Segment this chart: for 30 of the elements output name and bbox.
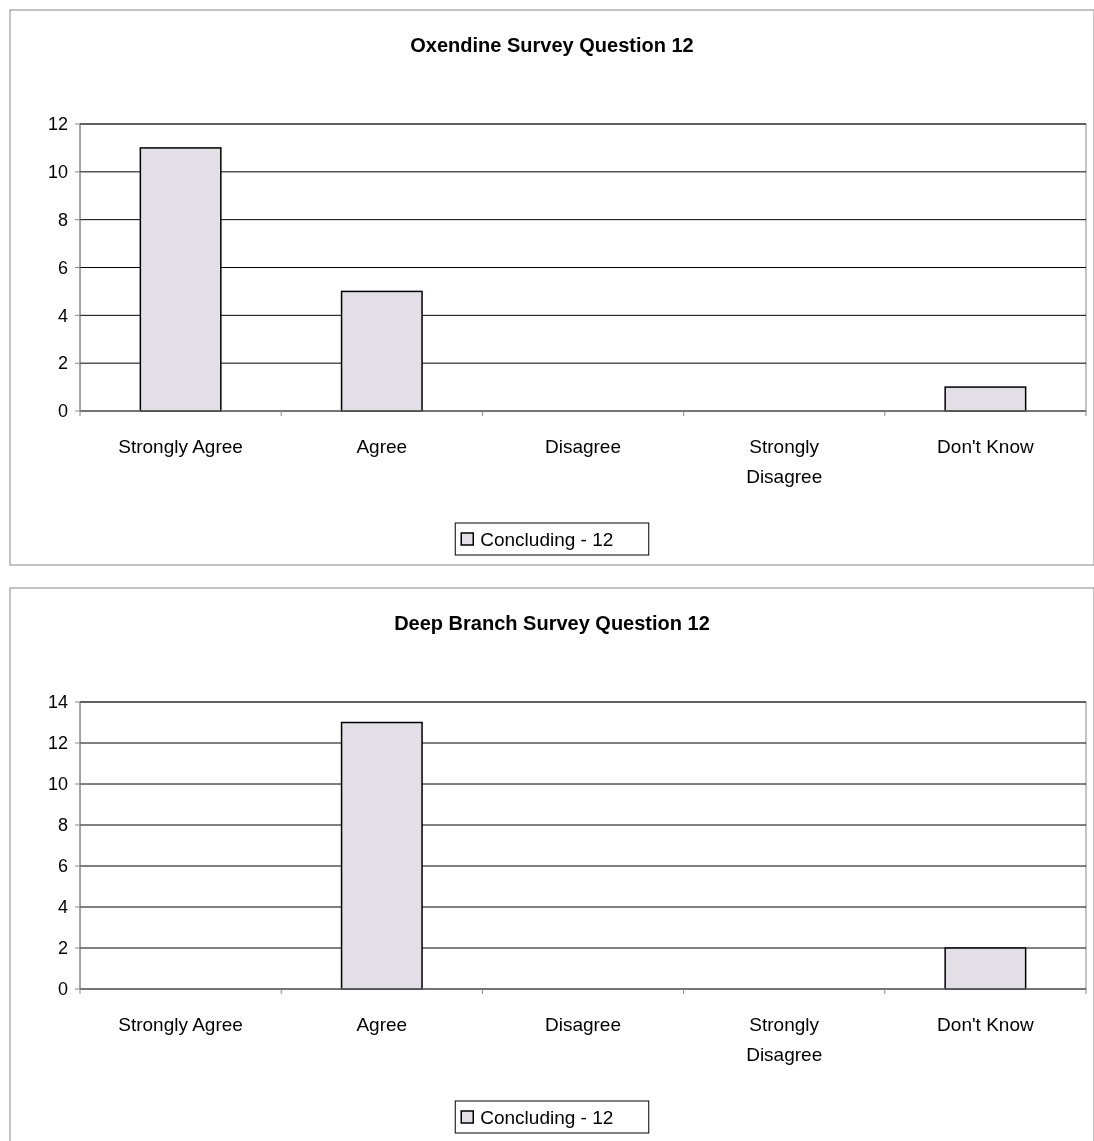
chart-title: Oxendine Survey Question 12 [410, 34, 694, 56]
bar [944, 386, 1027, 412]
y-tick-label: 8 [57, 815, 68, 836]
y-tick-label: 6 [57, 856, 68, 877]
x-tick-label: Agree [356, 1014, 408, 1035]
y-tick-label: 10 [47, 774, 68, 795]
x-tick-label: Strongly Disagree [746, 436, 823, 487]
y-tick-label: 8 [57, 209, 68, 230]
x-tick-label: Don't Know [937, 436, 1034, 457]
y-tick-label: 10 [47, 162, 68, 183]
y-tick-label: 2 [57, 353, 68, 374]
y-tick-label: 0 [57, 401, 68, 422]
x-tick-label: Strongly Disagree [746, 1014, 823, 1065]
x-tick-label: Agree [356, 436, 408, 457]
y-tick-label: 12 [47, 733, 68, 754]
x-tick-label: Strongly Agree [118, 436, 243, 457]
y-tick-label: 4 [57, 897, 68, 918]
x-tick-label: Don't Know [937, 1014, 1034, 1035]
x-tick-label: Disagree [544, 436, 622, 457]
y-tick-label: 0 [57, 979, 68, 1000]
y-tick-label: 6 [57, 257, 68, 278]
legend-label: Concluding - 12 [480, 1106, 614, 1128]
chart-title: Deep Branch Survey Question 12 [394, 612, 710, 634]
y-tick-label: 14 [47, 692, 68, 713]
y-tick-label: 12 [47, 114, 68, 135]
y-tick-label: 2 [57, 938, 68, 959]
x-tick-label: Disagree [544, 1014, 622, 1035]
x-tick-label: Strongly Agree [118, 1014, 243, 1035]
legend-label: Concluding - 12 [480, 528, 614, 550]
y-tick-label: 4 [57, 305, 68, 326]
